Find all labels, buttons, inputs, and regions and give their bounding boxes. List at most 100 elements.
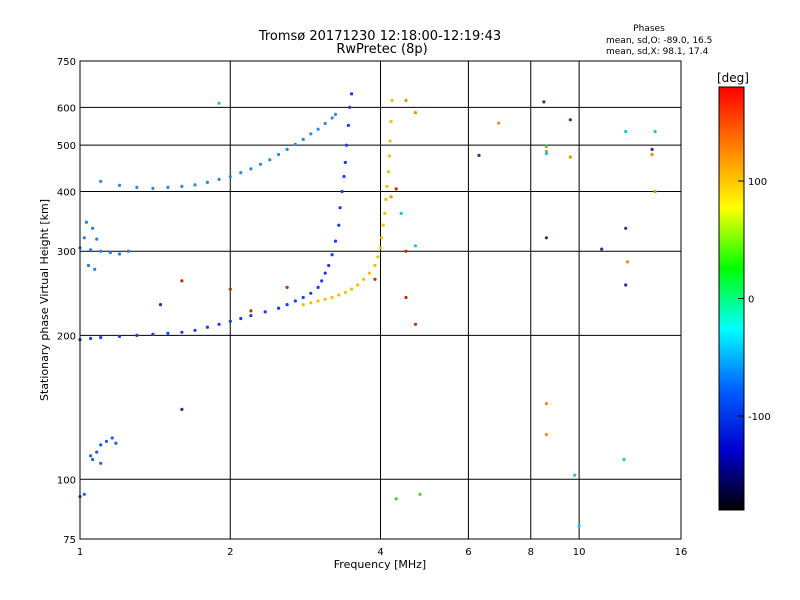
- data-point: [180, 184, 184, 188]
- data-point: [346, 123, 350, 127]
- data-point: [367, 271, 371, 275]
- x-tick-label: 1: [77, 547, 83, 558]
- data-point: [239, 316, 243, 321]
- y-tick-label: 750: [57, 57, 76, 68]
- data-point: [309, 291, 313, 295]
- data-point: [293, 142, 297, 146]
- chart-subtitle: RwPretec (8p): [336, 42, 427, 57]
- data-point: [653, 189, 657, 194]
- data-point: [309, 132, 313, 136]
- grid-lines: [80, 61, 681, 539]
- data-point: [376, 255, 380, 259]
- x-tick-label: 16: [675, 547, 688, 558]
- data-point: [362, 277, 366, 281]
- data-point: [380, 236, 384, 240]
- y-tick-label: 200: [57, 331, 76, 342]
- data-point: [166, 185, 170, 189]
- data-point: [404, 98, 408, 103]
- data-point: [413, 244, 418, 248]
- colorbar-label: [deg]: [717, 71, 749, 85]
- data-point: [650, 147, 654, 151]
- data-point: [316, 299, 320, 303]
- data-point: [99, 249, 103, 253]
- data-point: [285, 285, 289, 289]
- data-point: [573, 473, 577, 477]
- data-point: [228, 287, 232, 291]
- data-point: [350, 92, 354, 96]
- data-point: [384, 197, 388, 201]
- phase-box-line1: mean, sd,O: -89.0, 16.5: [606, 36, 712, 46]
- data-point: [151, 332, 155, 336]
- data-point: [497, 121, 501, 125]
- data-point: [394, 187, 398, 191]
- data-point: [542, 100, 546, 104]
- y-tick-label: 400: [57, 187, 76, 198]
- data-point: [95, 450, 99, 454]
- data-point: [301, 295, 305, 300]
- data-point: [158, 303, 163, 307]
- data-point: [117, 252, 122, 256]
- data-point: [126, 249, 130, 253]
- data-point: [568, 155, 572, 159]
- data-point: [91, 457, 95, 462]
- data-point: [344, 143, 349, 147]
- data-point: [600, 247, 604, 251]
- data-point: [99, 443, 103, 447]
- data-point: [568, 118, 572, 122]
- data-point: [544, 144, 549, 148]
- data-point: [385, 184, 389, 188]
- data-points: [78, 92, 657, 528]
- data-point: [217, 322, 221, 326]
- data-point: [477, 153, 481, 157]
- colorbar-ticks: 100 0 -100: [738, 177, 771, 423]
- data-point: [301, 137, 305, 141]
- data-point: [544, 236, 549, 240]
- data-point: [338, 206, 342, 210]
- data-point: [268, 158, 272, 162]
- data-point: [82, 236, 86, 240]
- data-point: [386, 170, 391, 174]
- data-point: [404, 295, 408, 300]
- data-point: [93, 267, 97, 271]
- data-point: [544, 402, 549, 406]
- data-point: [356, 283, 360, 287]
- data-point: [399, 211, 403, 215]
- data-point: [625, 260, 630, 264]
- data-point: [180, 279, 184, 283]
- data-point: [413, 322, 418, 326]
- data-point: [373, 277, 377, 281]
- data-point: [340, 189, 344, 194]
- data-point: [330, 116, 334, 120]
- data-point: [343, 160, 347, 165]
- data-point: [330, 295, 334, 300]
- data-point: [381, 223, 385, 227]
- data-point: [193, 183, 197, 187]
- data-point: [333, 112, 338, 116]
- data-point: [249, 167, 253, 171]
- data-point: [343, 290, 347, 294]
- data-point: [239, 171, 243, 175]
- data-point: [166, 331, 170, 335]
- data-point: [342, 174, 346, 179]
- data-point: [337, 293, 341, 297]
- data-point: [337, 223, 341, 227]
- data-point: [135, 185, 139, 189]
- data-point: [316, 127, 320, 131]
- y-axis-label: Stationary phase Virtual Height [km]: [38, 199, 51, 401]
- data-point: [309, 301, 313, 305]
- data-point: [624, 226, 628, 230]
- x-tick-label: 6: [465, 547, 471, 558]
- data-point: [544, 152, 549, 156]
- data-point: [327, 263, 331, 268]
- data-point: [388, 139, 392, 143]
- data-point: [650, 152, 654, 157]
- data-point: [413, 111, 418, 115]
- data-point: [624, 129, 628, 134]
- colorbar-tick-label: 0: [748, 295, 754, 306]
- data-point: [89, 454, 93, 458]
- data-point: [114, 441, 118, 445]
- data-point: [301, 303, 305, 307]
- data-point: [91, 226, 95, 230]
- data-point: [249, 314, 253, 318]
- x-tick-label: 10: [573, 547, 586, 558]
